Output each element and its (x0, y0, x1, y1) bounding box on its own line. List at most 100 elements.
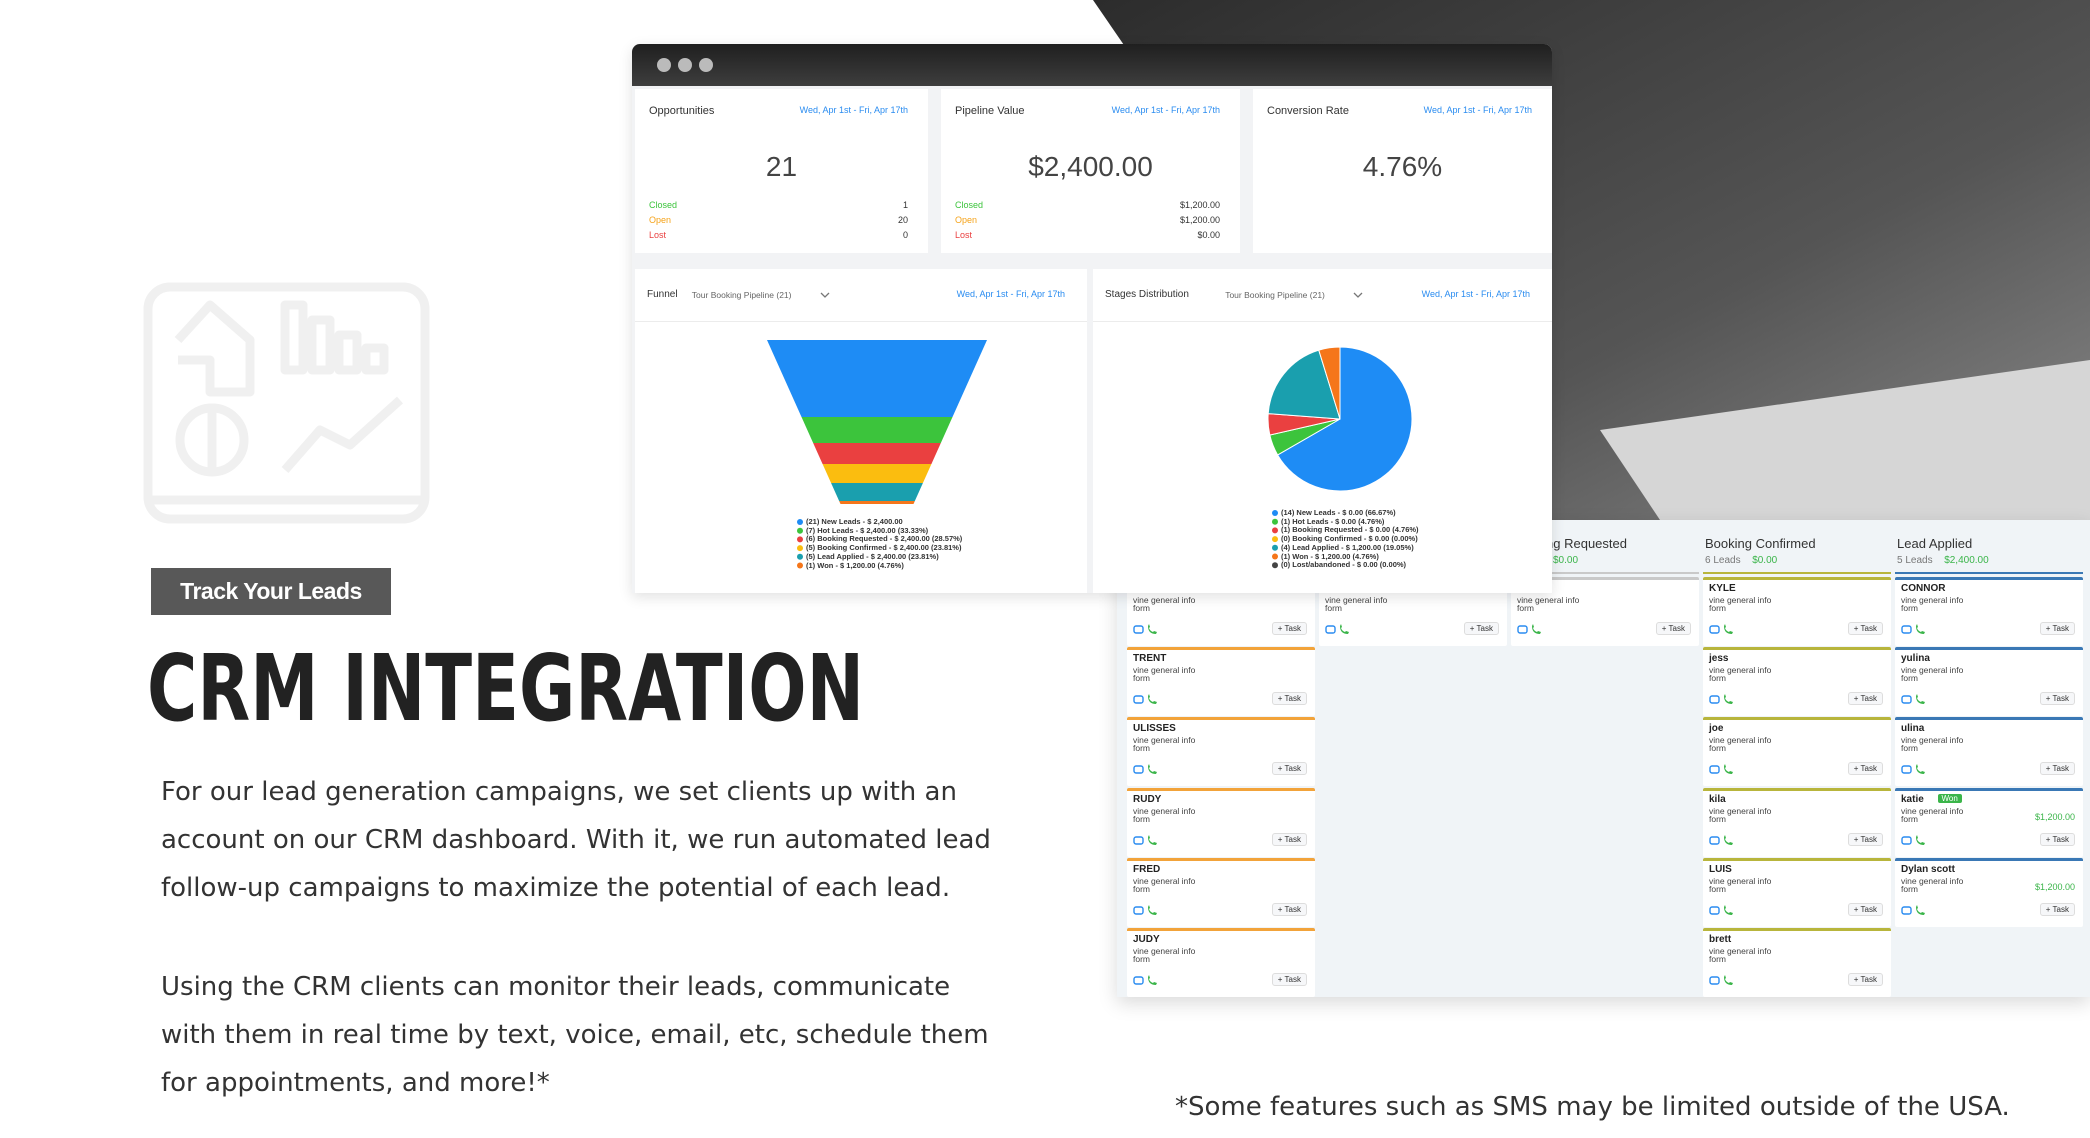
card-row-label: Closed (649, 200, 678, 210)
faint-icon (143, 282, 430, 524)
legend-dot (797, 545, 803, 552)
chat-icon (1709, 695, 1720, 704)
chat-icon (1133, 765, 1144, 775)
card-row-label: Lost (649, 230, 667, 240)
chat-icon (1517, 625, 1528, 634)
task-button[interactable]: + Task (2039, 832, 2075, 846)
chat-icon (1901, 906, 1912, 915)
lead-source: vine general info form (1133, 735, 1196, 754)
legend-label: (0) Booking Confirmed - $ 0.00 (0.00%) (1281, 534, 1418, 544)
task-button[interactable]: + Task (1847, 832, 1883, 846)
paragraph-line: follow-up campaigns to maximize the pote… (161, 873, 951, 903)
metric-card: Pipeline Value Wed, Apr 1st - Fri, Apr 17… (941, 89, 1240, 253)
column-underline (1511, 572, 1699, 574)
window-dot (699, 58, 713, 72)
lead-card: katie Won vine general info form $1,200.00 +… (1895, 787, 2083, 857)
chevron-line (1353, 292, 1363, 298)
chat-icon (1133, 625, 1144, 634)
task-button[interactable]: + Task (1271, 832, 1307, 846)
chevron (1353, 292, 1363, 298)
lead-source: vine general info form (1133, 946, 1196, 964)
stages-panel: Stages Distribution Tour Booking Pipeline… (1093, 269, 1552, 593)
legend-dot (1272, 510, 1278, 516)
lead-icons (1901, 834, 1925, 845)
kanban-board: vine general info form + Task TRENT vine ge… (1117, 520, 2090, 997)
task-button[interactable]: + Task (1271, 762, 1307, 776)
card-title: Pipeline Value (955, 105, 1025, 117)
chat-icon (1709, 625, 1720, 634)
task-button[interactable]: + Task (1847, 902, 1883, 916)
legend-dot (797, 536, 803, 543)
lead-source: vine general info form (1901, 665, 1964, 684)
card-row-label: Open (649, 215, 672, 225)
legend-dot (1272, 553, 1278, 560)
stages-chart (1267, 346, 1413, 569)
lead-card: brett vine general info form + Task (1703, 928, 1891, 997)
lead-name: JUDY (1133, 934, 1160, 945)
lead-card: Dylan scott vine general info form $1,200.… (1895, 857, 2083, 927)
task-button[interactable]: + Task (2039, 692, 2075, 706)
card-value: 4.76% (1362, 151, 1443, 182)
task-button[interactable]: + Task (1271, 902, 1307, 916)
task-button[interactable]: + Task (2039, 622, 2075, 635)
card-row-label: Closed (955, 200, 984, 210)
task-button[interactable]: + Task (1847, 692, 1883, 706)
chat-icon (1901, 695, 1912, 704)
phone-icon (1724, 834, 1733, 845)
task-button[interactable]: + Task (1271, 622, 1307, 635)
phone-icon (1724, 975, 1733, 985)
chevron (820, 292, 830, 298)
task-button[interactable]: + Task (2039, 902, 2075, 916)
paragraph-line: account on our CRM dashboard. With it, w… (161, 825, 991, 855)
lead-icons (1517, 624, 1541, 634)
phone-icon (1724, 624, 1733, 634)
phone-icon (1916, 694, 1925, 705)
metric-card: Opportunities Wed, Apr 1st - Fri, Apr 17t… (635, 89, 928, 253)
task-button[interactable]: + Task (1847, 762, 1883, 776)
task-button[interactable]: + Task (1847, 973, 1883, 986)
dashboard-window: Opportunities Wed, Apr 1st - Fri, Apr 17t… (632, 44, 1552, 593)
panel-title: Stages Distribution (1105, 289, 1189, 300)
card-row-value: 0 (902, 230, 908, 240)
panel-divider (635, 321, 1087, 322)
lead-card: CONNOR vine general info form + Task (1895, 577, 2083, 646)
card-title: Conversion Rate (1267, 105, 1349, 117)
metric-card: Conversion Rate Wed, Apr 1st - Fri, Apr 1… (1253, 89, 1552, 253)
lead-card: kila vine general info form + Task (1703, 787, 1891, 857)
legend-label: (7) Hot Leads - $ 2,400.00 (33.33%) (806, 525, 929, 535)
task-button[interactable]: + Task (1463, 622, 1499, 635)
lead-icons (1133, 975, 1157, 985)
card-date: Wed, Apr 1st - Fri, Apr 17th (1423, 105, 1532, 115)
funnel-segment (767, 340, 987, 417)
task-button[interactable]: + Task (2039, 762, 2075, 776)
task-button[interactable]: + Task (1271, 973, 1307, 986)
paragraph-line: For our lead generation campaigns, we se… (161, 777, 957, 807)
lead-card: RUDY vine general info form + Task (1127, 787, 1315, 857)
lead-amount: $1,200.00 (2034, 811, 2075, 822)
chat-icon (1133, 695, 1144, 704)
lead-name: Dylan scott (1901, 863, 1955, 875)
column-amount: $0.00 (1752, 555, 1778, 566)
phone-icon (1148, 975, 1157, 985)
phone-icon (1148, 904, 1157, 915)
task-button[interactable]: + Task (1271, 692, 1307, 706)
lead-source: vine general info form (1709, 805, 1772, 824)
lead-icons (1133, 694, 1157, 705)
phone-icon (1148, 694, 1157, 705)
legend-label: (0) Lost/abandoned - $ 0.00 (0.00%) (1281, 560, 1407, 570)
legend-dot (1272, 518, 1278, 525)
chat-icon (1709, 906, 1720, 915)
lead-amount: $1,200.00 (2034, 881, 2075, 892)
lead-icons (1133, 764, 1157, 775)
legend-label: (1) Hot Leads - $ 0.00 (4.76%) (1281, 516, 1385, 526)
funnel-panel: Funnel Tour Booking Pipeline (21) Wed, Apr… (635, 269, 1087, 593)
task-button[interactable]: + Task (1847, 622, 1883, 635)
funnel-segment (839, 501, 915, 504)
lead-icons (1709, 764, 1733, 775)
legend-label: (1) Won - $ 1,200.00 (4.76%) (1281, 551, 1379, 561)
card-title: Opportunities (649, 105, 715, 117)
panel-title: Funnel (647, 289, 678, 300)
task-button[interactable]: + Task (1655, 622, 1691, 635)
lead-name: RUDY (1133, 793, 1162, 805)
heading: CRM INTEGRATION (147, 635, 864, 740)
